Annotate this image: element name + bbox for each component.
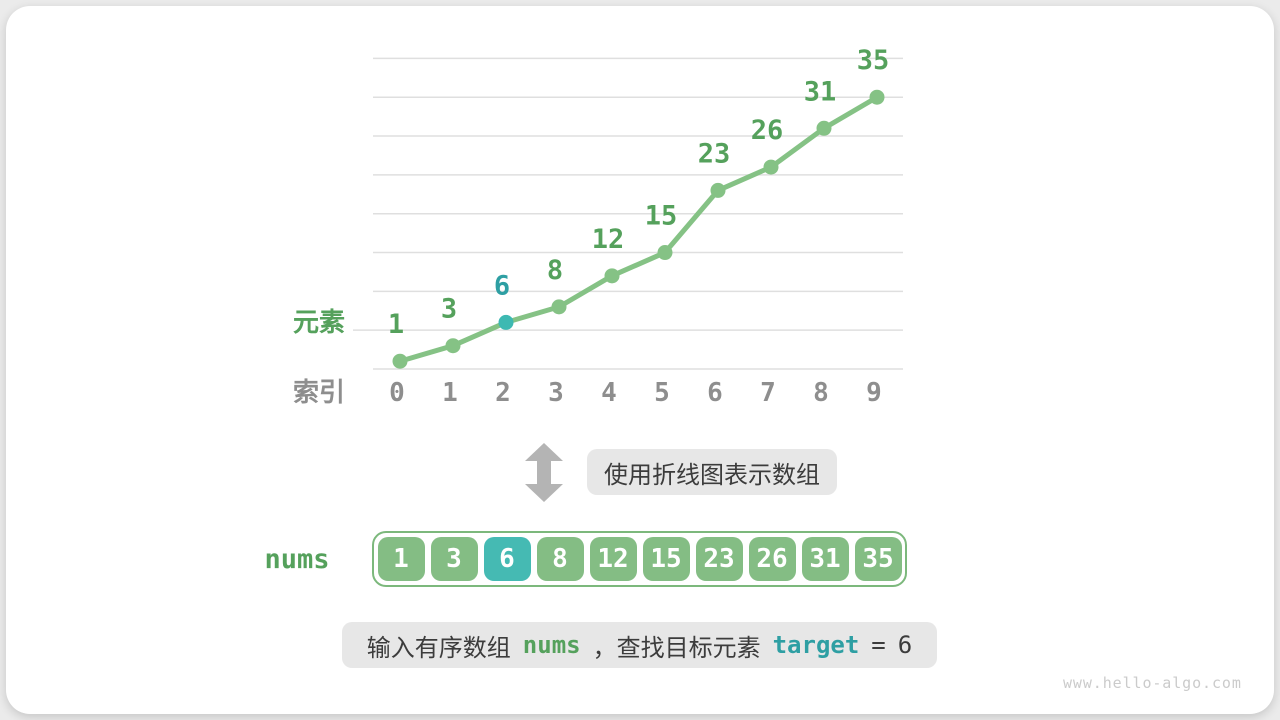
chart-point bbox=[657, 245, 673, 261]
value-label: 1 bbox=[388, 309, 404, 340]
figure-card bbox=[6, 6, 1274, 714]
chart-point bbox=[869, 89, 885, 105]
chart-point-highlighted bbox=[498, 314, 514, 330]
chart-line bbox=[397, 94, 880, 364]
array-cell: 23 bbox=[695, 537, 743, 581]
index-label: 4 bbox=[601, 378, 617, 408]
value-label: 3 bbox=[441, 294, 457, 325]
caption-target-value: 6 bbox=[897, 631, 913, 659]
watermark: www.hello-algo.com bbox=[1063, 674, 1242, 692]
array-cell: 8 bbox=[536, 537, 584, 581]
value-label: 12 bbox=[592, 224, 625, 255]
chart-index-labels: 0 1 2 3 4 5 6 7 8 9 bbox=[389, 378, 882, 408]
index-label: 7 bbox=[760, 378, 776, 408]
caption-text-before: 输入有序数组 bbox=[366, 634, 511, 662]
chart-series bbox=[392, 89, 885, 369]
value-label: 35 bbox=[857, 45, 890, 76]
array-cell: 15 bbox=[642, 537, 690, 581]
chart-point bbox=[710, 182, 726, 198]
caption: 输入有序数组 nums ，查找目标元素 target = 6 bbox=[342, 622, 937, 668]
caption-var-nums: nums bbox=[522, 631, 581, 659]
caption-equals: = bbox=[871, 631, 886, 659]
array-cell: 3 bbox=[430, 537, 478, 581]
index-label: 1 bbox=[442, 378, 458, 408]
transform-note: 使用折线图表示数组 bbox=[587, 449, 837, 495]
chart-point bbox=[445, 338, 461, 354]
array-cell: 35 bbox=[854, 537, 902, 581]
transform-note-text: 使用折线图表示数组 bbox=[604, 461, 820, 489]
array-cell: 26 bbox=[748, 537, 796, 581]
caption-text-middle: ，查找目标元素 bbox=[592, 634, 761, 662]
value-label: 6 bbox=[494, 270, 510, 301]
x-axis-label: 索引 bbox=[293, 377, 345, 407]
index-label: 3 bbox=[548, 378, 564, 408]
index-label: 8 bbox=[813, 378, 829, 408]
index-label: 0 bbox=[389, 378, 405, 408]
array-container: 1 3 6 8 12 15 23 26 31 35 bbox=[372, 531, 907, 587]
value-label: 23 bbox=[698, 138, 731, 169]
y-axis-label: 元素 bbox=[293, 307, 345, 337]
chart-point bbox=[392, 353, 408, 369]
index-label: 6 bbox=[707, 378, 723, 408]
array-label: nums bbox=[264, 544, 330, 575]
index-label: 5 bbox=[654, 378, 670, 408]
value-label: 31 bbox=[804, 76, 837, 107]
chart-value-labels: 1 3 6 8 12 15 23 26 31 35 bbox=[388, 45, 889, 340]
array-cell: 31 bbox=[801, 537, 849, 581]
value-label: 15 bbox=[645, 201, 678, 232]
double-arrow-icon bbox=[525, 443, 563, 502]
chart-point bbox=[816, 120, 832, 136]
caption-var-target: target bbox=[772, 631, 860, 659]
array-cell: 1 bbox=[377, 537, 425, 581]
chart-point bbox=[551, 299, 567, 315]
value-label: 8 bbox=[547, 255, 563, 286]
chart-point bbox=[763, 159, 779, 175]
index-label: 9 bbox=[866, 378, 882, 408]
array-cell: 12 bbox=[589, 537, 637, 581]
chart-point bbox=[604, 268, 620, 284]
value-label: 26 bbox=[751, 115, 784, 146]
array-cell-highlighted: 6 bbox=[483, 537, 531, 581]
index-label: 2 bbox=[495, 378, 511, 408]
